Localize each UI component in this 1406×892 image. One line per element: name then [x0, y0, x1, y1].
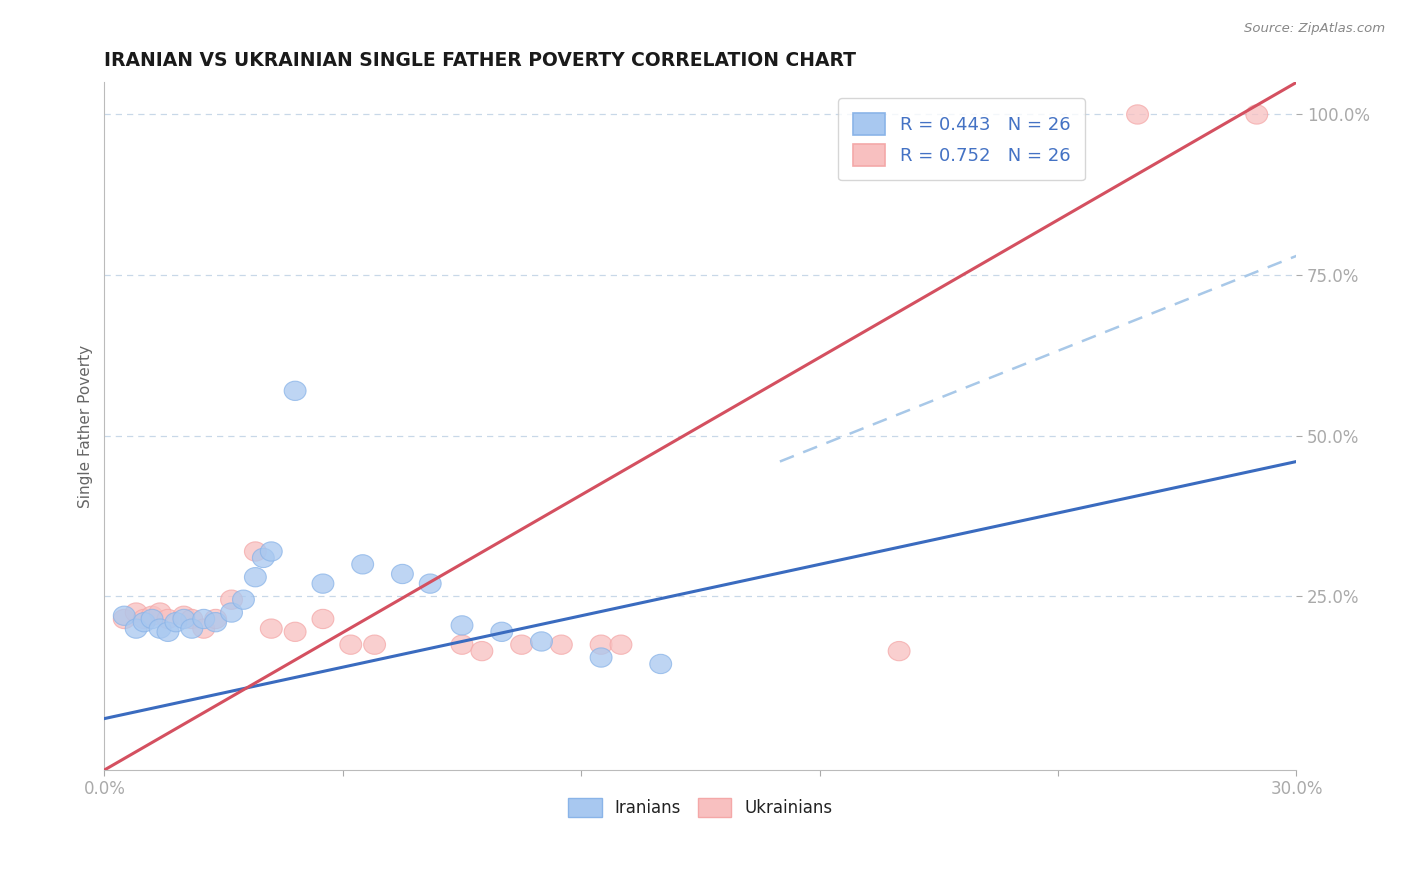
- Ellipse shape: [141, 607, 163, 625]
- Ellipse shape: [1126, 105, 1149, 124]
- Ellipse shape: [245, 541, 266, 561]
- Ellipse shape: [141, 609, 163, 629]
- Ellipse shape: [149, 619, 172, 639]
- Ellipse shape: [391, 565, 413, 583]
- Ellipse shape: [451, 615, 472, 635]
- Legend: Iranians, Ukrainians: Iranians, Ukrainians: [561, 791, 839, 823]
- Ellipse shape: [650, 655, 672, 673]
- Ellipse shape: [157, 609, 179, 629]
- Ellipse shape: [193, 609, 215, 629]
- Ellipse shape: [419, 574, 441, 593]
- Ellipse shape: [114, 609, 135, 629]
- Ellipse shape: [451, 635, 472, 655]
- Ellipse shape: [1246, 105, 1268, 124]
- Ellipse shape: [340, 635, 361, 655]
- Ellipse shape: [591, 648, 612, 667]
- Ellipse shape: [173, 607, 195, 625]
- Ellipse shape: [591, 635, 612, 655]
- Ellipse shape: [193, 619, 215, 639]
- Ellipse shape: [260, 541, 283, 561]
- Text: Source: ZipAtlas.com: Source: ZipAtlas.com: [1244, 22, 1385, 36]
- Ellipse shape: [312, 609, 333, 629]
- Ellipse shape: [134, 609, 155, 629]
- Ellipse shape: [125, 603, 148, 623]
- Ellipse shape: [253, 549, 274, 567]
- Ellipse shape: [181, 609, 202, 629]
- Ellipse shape: [352, 555, 374, 574]
- Ellipse shape: [284, 381, 307, 401]
- Ellipse shape: [134, 613, 155, 632]
- Ellipse shape: [232, 590, 254, 609]
- Ellipse shape: [284, 623, 307, 641]
- Ellipse shape: [510, 635, 533, 655]
- Ellipse shape: [471, 641, 494, 661]
- Ellipse shape: [245, 567, 266, 587]
- Ellipse shape: [221, 590, 242, 609]
- Ellipse shape: [149, 603, 172, 623]
- Ellipse shape: [125, 619, 148, 639]
- Ellipse shape: [114, 607, 135, 625]
- Ellipse shape: [157, 623, 179, 641]
- Ellipse shape: [550, 635, 572, 655]
- Y-axis label: Single Father Poverty: Single Father Poverty: [79, 344, 93, 508]
- Ellipse shape: [205, 613, 226, 632]
- Ellipse shape: [889, 641, 910, 661]
- Text: IRANIAN VS UKRAINIAN SINGLE FATHER POVERTY CORRELATION CHART: IRANIAN VS UKRAINIAN SINGLE FATHER POVER…: [104, 51, 856, 70]
- Ellipse shape: [610, 635, 631, 655]
- Ellipse shape: [530, 632, 553, 651]
- Ellipse shape: [165, 613, 187, 632]
- Ellipse shape: [312, 574, 333, 593]
- Ellipse shape: [260, 619, 283, 639]
- Ellipse shape: [181, 619, 202, 639]
- Ellipse shape: [173, 609, 195, 629]
- Ellipse shape: [364, 635, 385, 655]
- Ellipse shape: [491, 623, 513, 641]
- Ellipse shape: [221, 603, 242, 623]
- Ellipse shape: [205, 609, 226, 629]
